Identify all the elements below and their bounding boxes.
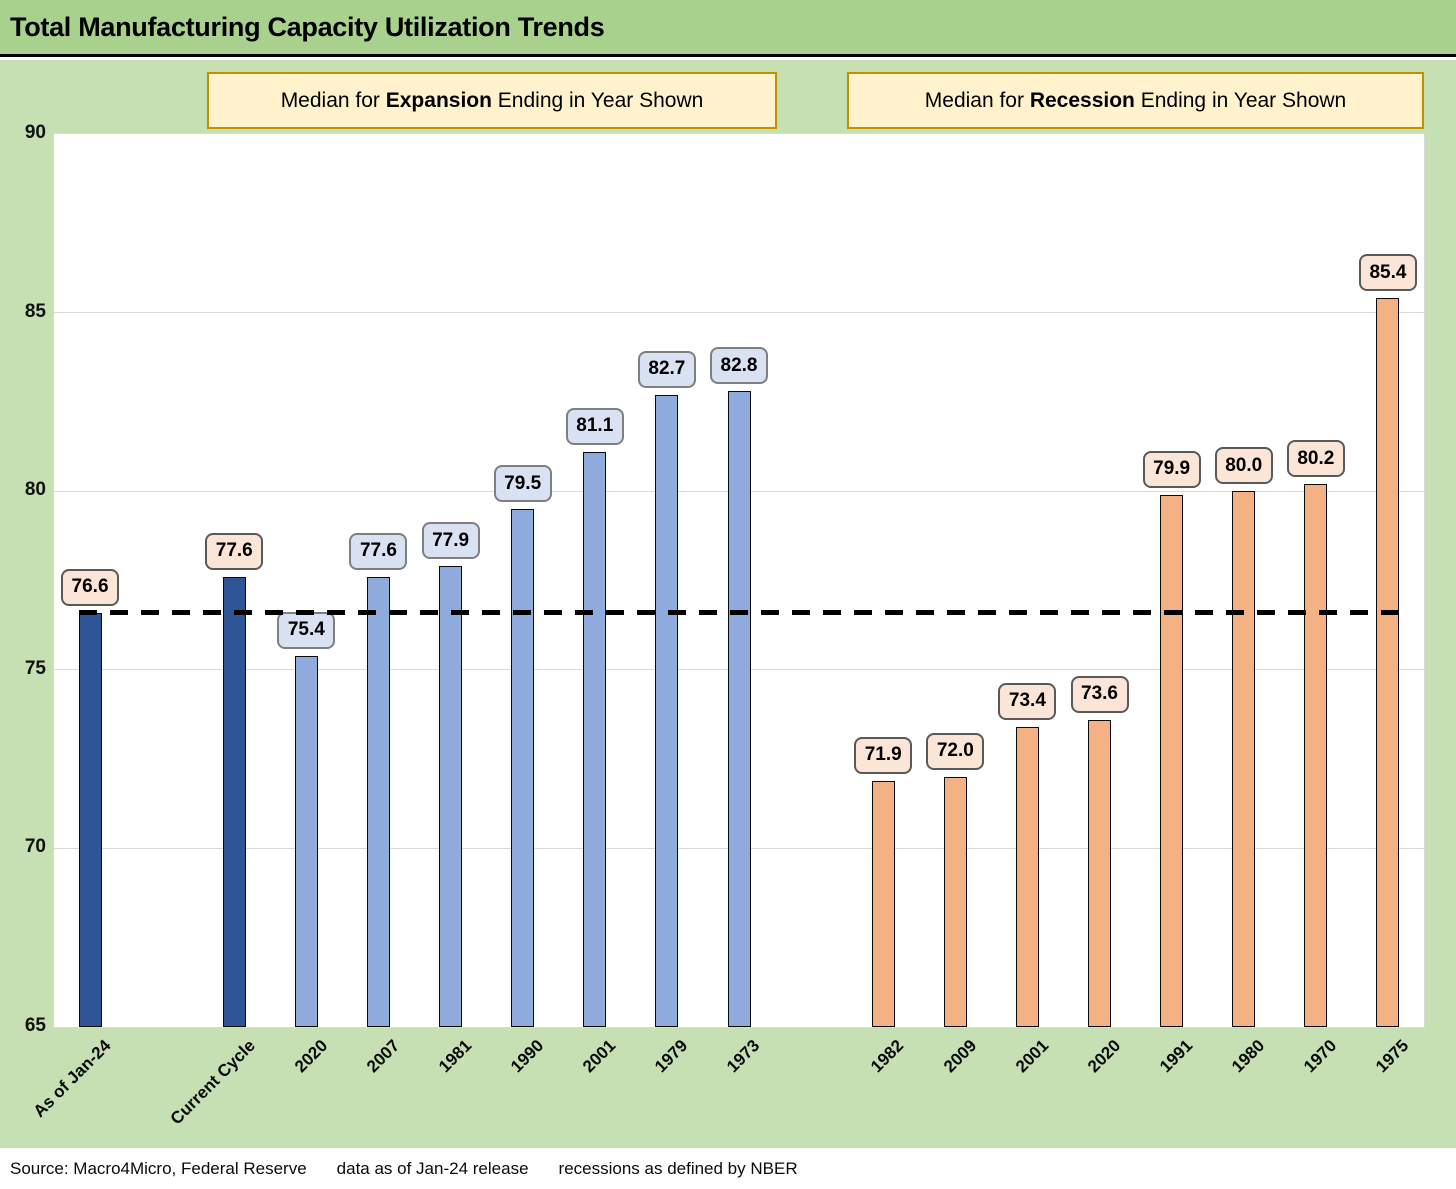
x-tick-label-2007: 2007 bbox=[362, 1036, 403, 1077]
bar-1981 bbox=[439, 566, 463, 1027]
bar-1973 bbox=[727, 391, 751, 1027]
value-label-current-cycle: 77.6 bbox=[205, 532, 264, 570]
y-tick-label-85: 85 bbox=[24, 300, 46, 322]
x-tick-label-1979: 1979 bbox=[651, 1036, 692, 1077]
value-label-1981: 77.9 bbox=[421, 522, 480, 560]
value-label-2020: 73.6 bbox=[1070, 675, 1129, 713]
bar-2007 bbox=[366, 576, 390, 1027]
data-asof-text: data as of Jan-24 release bbox=[336, 1158, 529, 1178]
x-tick-label-1973: 1973 bbox=[723, 1036, 764, 1077]
page-title: Total Manufacturing Capacity Utilization… bbox=[10, 11, 605, 42]
recession-definition-text: recessions as defined by NBER bbox=[558, 1158, 798, 1178]
value-label-1973: 82.8 bbox=[710, 347, 768, 385]
bar-1979 bbox=[655, 394, 679, 1027]
recession-header-suffix: Ending in Year Shown bbox=[1134, 88, 1347, 112]
bar-current-cycle bbox=[222, 576, 246, 1027]
value-label-2009: 72.0 bbox=[926, 732, 985, 770]
expansion-group-header: Median for Expansion Ending in Year Show… bbox=[207, 72, 777, 129]
value-label-1970: 80.2 bbox=[1286, 440, 1345, 478]
bar-as-of-jan-24 bbox=[78, 612, 102, 1027]
y-tick-label-80: 80 bbox=[24, 479, 46, 501]
x-tick-label-2009: 2009 bbox=[939, 1036, 980, 1077]
y-tick-label-65: 65 bbox=[24, 1015, 46, 1036]
bar-1990 bbox=[511, 509, 535, 1027]
y-tick-label-70: 70 bbox=[24, 836, 46, 858]
plot-area: 76.6 77.6 75.4 77.6 77.9 79.5 81.1 82.7 82.8 71.9… bbox=[53, 133, 1425, 1028]
x-tick-label-1991: 1991 bbox=[1155, 1036, 1197, 1077]
value-label-2001: 81.1 bbox=[565, 407, 624, 445]
value-label-1975: 85.4 bbox=[1358, 254, 1417, 292]
bar-1980 bbox=[1232, 491, 1256, 1027]
bar-2020 bbox=[1088, 719, 1112, 1027]
expansion-header-prefix: Median for bbox=[280, 88, 386, 112]
bar-1970 bbox=[1304, 484, 1328, 1027]
x-tick-label-1980: 1980 bbox=[1228, 1036, 1269, 1077]
value-label-2001: 73.4 bbox=[998, 682, 1057, 720]
y-tick-label-90: 90 bbox=[24, 122, 46, 143]
bar-1975 bbox=[1376, 298, 1400, 1027]
value-label-1990: 79.5 bbox=[493, 465, 552, 503]
x-tick-label-1970: 1970 bbox=[1300, 1036, 1341, 1077]
bar-1982 bbox=[871, 780, 895, 1027]
expansion-header-suffix: Ending in Year Shown bbox=[491, 88, 704, 112]
x-tick-label-1975: 1975 bbox=[1372, 1036, 1413, 1077]
source-bar: Source: Macro4Micro, Federal Reserve dat… bbox=[0, 1148, 1456, 1189]
recession-header-prefix: Median for bbox=[924, 88, 1030, 112]
x-tick-label-2020: 2020 bbox=[1083, 1036, 1124, 1077]
x-tick-label-current-cycle: Current Cycle bbox=[166, 1036, 259, 1129]
x-tick-label-1981: 1981 bbox=[434, 1036, 476, 1077]
chart-region: Median for Expansion Ending in Year Show… bbox=[0, 60, 1456, 1148]
value-label-1980: 80.0 bbox=[1214, 447, 1273, 485]
recession-header-keyword: Recession bbox=[1029, 88, 1135, 112]
value-label-2007: 77.6 bbox=[349, 532, 408, 570]
x-tick-label-2001: 2001 bbox=[579, 1036, 620, 1077]
value-label-as-of-jan-24: 76.6 bbox=[61, 568, 120, 606]
x-tick-label-as-of-jan-24: As of Jan-24 bbox=[29, 1036, 115, 1121]
value-label-2020: 75.4 bbox=[277, 611, 336, 649]
recession-group-header: Median for Recession Ending in Year Show… bbox=[847, 72, 1424, 129]
chart-title-bar: Total Manufacturing Capacity Utilization… bbox=[0, 0, 1456, 57]
x-tick-label-2020: 2020 bbox=[290, 1036, 331, 1077]
x-tick-label-2001: 2001 bbox=[1011, 1036, 1052, 1077]
value-label-1979: 82.7 bbox=[637, 350, 696, 388]
x-tick-label-1982: 1982 bbox=[867, 1036, 908, 1077]
source-text: Source: Macro4Micro, Federal Reserve bbox=[10, 1158, 307, 1178]
value-label-1991: 79.9 bbox=[1142, 450, 1201, 488]
expansion-header-keyword: Expansion bbox=[385, 88, 492, 112]
bar-2020 bbox=[294, 655, 318, 1027]
y-tick-label-75: 75 bbox=[24, 657, 46, 679]
bar-2001 bbox=[1015, 726, 1039, 1027]
bar-2001 bbox=[583, 451, 607, 1027]
bar-2009 bbox=[943, 776, 967, 1027]
bar-1991 bbox=[1160, 494, 1184, 1027]
value-label-1982: 71.9 bbox=[854, 736, 913, 774]
gridline-85 bbox=[54, 312, 1424, 314]
reference-dashed-line bbox=[78, 610, 1400, 616]
x-tick-label-1990: 1990 bbox=[506, 1036, 548, 1077]
